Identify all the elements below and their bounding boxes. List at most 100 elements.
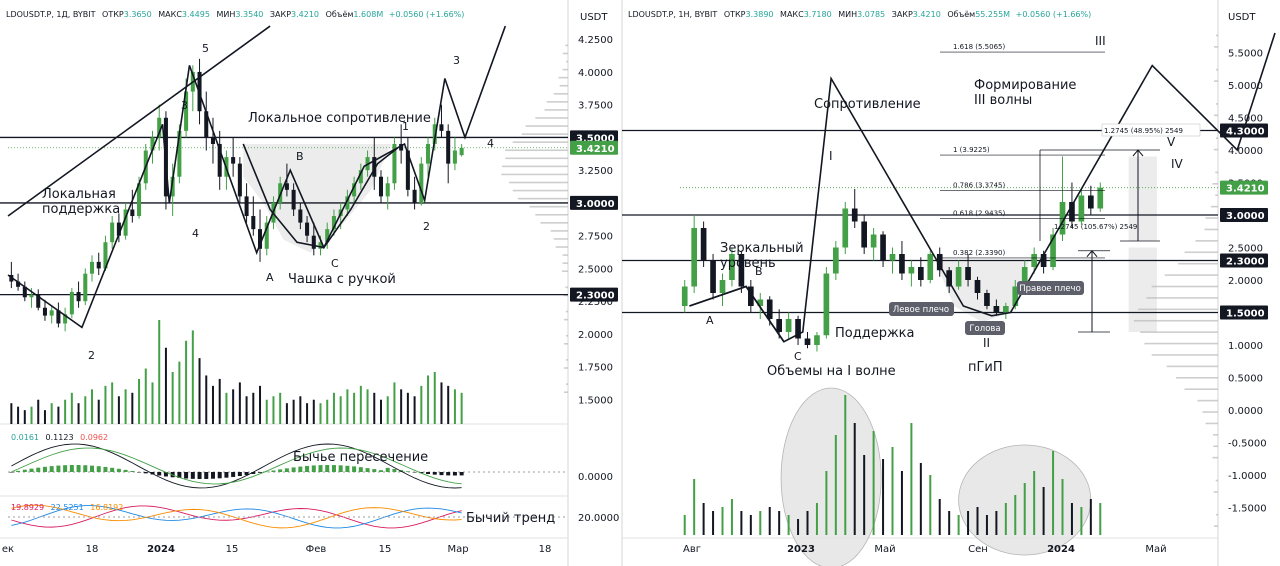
right-candle-body (1097, 187, 1104, 209)
right-volume-profile-bar (1176, 376, 1218, 379)
dmi-axis-label: 20.0000 (578, 513, 619, 524)
label-wave-4-right: 4 (487, 137, 494, 150)
label-right-shoulder: Правое плечо (1019, 284, 1081, 294)
right-volume-profile-bar (1213, 114, 1218, 117)
left-volume-bar (151, 382, 154, 424)
macd-histogram-bar (452, 472, 457, 476)
left-volume-bar (292, 399, 295, 424)
right-volume-bar (967, 511, 970, 535)
left-volume-bar (346, 389, 349, 424)
fib-label-4: 0.382 (2.3390) (953, 249, 1005, 257)
right-candle-body (823, 273, 830, 336)
right-volume-profile-bar (1205, 217, 1218, 219)
left-volume-profile-bar (546, 101, 568, 103)
label-wave-5: 5 (202, 42, 209, 55)
right-volume-bar (1004, 503, 1007, 535)
right-candle-body (1040, 254, 1047, 267)
left-symbol-header: LDOUSDT.P, 1Д, BYBIT ОТКР3.3650 МАКС3.44… (6, 10, 464, 19)
fib-label-2: 0.786 (3.3745) (953, 182, 1005, 190)
right-x-tick: 2024 (1047, 544, 1075, 555)
left-volume-bar (279, 392, 282, 424)
right-x-tick: 2023 (787, 544, 815, 555)
left-volume-bar (386, 396, 389, 424)
left-volume-profile-bar (502, 165, 568, 168)
left-volume-bar (70, 392, 73, 424)
label-local-support-1: Локальная (42, 187, 116, 202)
right-candle-body (1031, 254, 1037, 267)
right-candle-body (1069, 202, 1075, 222)
right-volume-bar (1052, 451, 1055, 535)
label-mirror-level-2: уровень (720, 256, 776, 271)
left-volume-bar (332, 392, 335, 424)
left-volume-bar (319, 403, 322, 424)
left-price-tick: 4.0000 (578, 68, 613, 79)
left-volume-profile-bar (535, 117, 568, 119)
right-candle-body (738, 254, 745, 287)
left-price-tick: 1.5000 (578, 395, 613, 406)
left-volume-profile-bar (540, 222, 568, 224)
label-bullish-trend: Бычий тренд (466, 511, 555, 526)
macd-histogram-bar (331, 465, 336, 472)
left-volume-bar (420, 385, 423, 424)
left-x-tick: 2024 (147, 544, 175, 555)
left-candle-body (459, 147, 464, 156)
right-candle-body (1050, 234, 1056, 267)
left-price-tick: 2.2500 (578, 297, 613, 308)
right-price-badge-label: 1.5000 (1226, 309, 1265, 320)
macd-histogram-bar (22, 469, 27, 472)
label-r-wave-B: B (755, 265, 763, 278)
left-candle-body (311, 235, 316, 249)
left-volume-profile-bar (565, 44, 568, 47)
left-candle-body (258, 229, 263, 249)
left-volume-bar (453, 389, 456, 424)
label-inverse-hs: пГиП (968, 360, 1003, 375)
macd-histogram-bar (16, 470, 21, 472)
right-price-tick: 2.0000 (1228, 276, 1263, 287)
right-x-tick: Авг (683, 544, 701, 555)
left-candle-body (42, 307, 47, 316)
left-price-badge-label: 3.4210 (576, 144, 615, 155)
left-volume-bar (326, 399, 329, 424)
right-volume-bar (749, 515, 752, 535)
right-volume-bar (853, 423, 856, 535)
right-volume-profile-bar (1216, 34, 1218, 37)
right-candle-body (984, 293, 990, 306)
right-volume-bar (910, 423, 913, 535)
left-volume-bar (379, 399, 382, 424)
left-volume-profile-bar (565, 359, 568, 361)
macd-histogram-bar (385, 467, 390, 472)
left-shoulder-badge (889, 302, 954, 316)
left-candle-body (76, 292, 81, 302)
right-volume-profile-bar (1215, 194, 1218, 197)
right-candle-body (870, 234, 877, 248)
right-candle-body (880, 234, 886, 261)
macd-histogram-bar (137, 472, 142, 473)
left-volume-bar (447, 385, 450, 424)
right-candle-body (700, 228, 707, 261)
macd-histogram-bar (90, 465, 95, 472)
left-candle-body (405, 150, 410, 190)
right-volume-profile-bar (1215, 103, 1218, 105)
left-wave-path-2 (242, 143, 399, 249)
measure-box-upper (1101, 123, 1201, 137)
left-volume-bar (43, 410, 46, 424)
right-volume-profile-bar (1212, 456, 1218, 459)
macd-histogram-bar (69, 465, 74, 472)
right-candle-body (1021, 267, 1028, 287)
measure-upper: 1.2745 (48.95%) 2549 (1104, 127, 1183, 135)
right-volume-profile-bar (1197, 399, 1218, 402)
left-volume-profile-bar (517, 197, 568, 200)
right-price-tick: 5.5000 (1228, 49, 1263, 60)
left-volume-bar (64, 399, 67, 424)
left-x-tick: 18 (539, 544, 552, 555)
macd-signal-line (11, 447, 462, 485)
left-candle-body (29, 294, 34, 298)
left-candle-body (412, 189, 417, 203)
right-volume-bar (1042, 487, 1045, 535)
right-price-tick: 4.0000 (1228, 146, 1263, 157)
left-volume-bar (164, 347, 167, 424)
left-candle-body (177, 130, 182, 177)
label-wave-1-right: 1 (402, 120, 409, 133)
macd-histogram-bar (197, 472, 202, 479)
